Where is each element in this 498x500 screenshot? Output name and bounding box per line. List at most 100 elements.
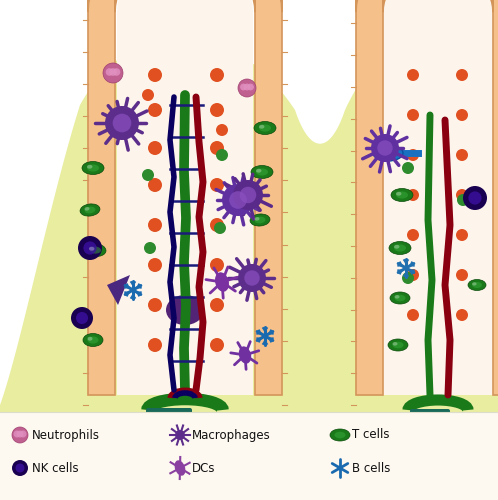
Circle shape [12, 460, 28, 476]
Ellipse shape [84, 244, 106, 256]
Circle shape [402, 272, 414, 284]
Circle shape [216, 149, 228, 161]
Circle shape [463, 186, 487, 210]
Circle shape [142, 89, 154, 101]
Ellipse shape [88, 336, 99, 344]
Circle shape [229, 191, 247, 209]
Ellipse shape [389, 242, 411, 254]
Circle shape [175, 430, 185, 440]
Ellipse shape [392, 342, 397, 345]
Circle shape [456, 269, 468, 281]
Circle shape [210, 338, 224, 352]
Ellipse shape [215, 272, 229, 291]
Circle shape [371, 134, 399, 162]
Circle shape [240, 186, 256, 203]
Circle shape [148, 218, 162, 232]
Circle shape [113, 68, 121, 76]
Ellipse shape [85, 206, 96, 214]
Ellipse shape [396, 192, 401, 196]
Circle shape [16, 430, 23, 438]
Polygon shape [356, 0, 498, 395]
Ellipse shape [392, 342, 403, 348]
Circle shape [402, 162, 414, 174]
Circle shape [210, 141, 224, 155]
Circle shape [238, 264, 266, 292]
Circle shape [456, 109, 468, 121]
Ellipse shape [82, 162, 104, 174]
Circle shape [407, 309, 419, 321]
Ellipse shape [256, 168, 268, 175]
Circle shape [210, 68, 224, 82]
Text: DCs: DCs [192, 462, 216, 474]
Circle shape [407, 109, 419, 121]
Circle shape [78, 236, 102, 260]
Ellipse shape [89, 246, 101, 254]
Circle shape [76, 312, 88, 324]
Circle shape [210, 298, 224, 312]
Ellipse shape [254, 122, 276, 134]
Circle shape [71, 307, 93, 329]
Ellipse shape [388, 339, 408, 351]
Ellipse shape [472, 282, 482, 288]
Circle shape [13, 430, 20, 438]
Circle shape [456, 189, 468, 201]
Ellipse shape [85, 207, 90, 210]
Circle shape [15, 464, 24, 472]
Circle shape [210, 258, 224, 272]
Circle shape [338, 466, 343, 470]
Circle shape [469, 192, 482, 204]
Ellipse shape [396, 192, 408, 198]
Ellipse shape [80, 204, 100, 216]
Circle shape [103, 63, 123, 83]
Ellipse shape [254, 217, 259, 220]
Ellipse shape [391, 188, 413, 202]
Ellipse shape [88, 337, 93, 340]
Ellipse shape [472, 282, 477, 286]
Text: T cells: T cells [352, 428, 389, 442]
Circle shape [83, 242, 97, 254]
Circle shape [262, 334, 267, 338]
Circle shape [12, 427, 28, 443]
Circle shape [216, 124, 228, 136]
Circle shape [106, 68, 114, 76]
Polygon shape [88, 0, 282, 395]
Polygon shape [0, 32, 498, 500]
Ellipse shape [394, 295, 399, 298]
Circle shape [244, 84, 250, 90]
Circle shape [105, 106, 139, 140]
Circle shape [407, 189, 419, 201]
FancyBboxPatch shape [146, 408, 192, 427]
Circle shape [240, 84, 247, 90]
Ellipse shape [250, 214, 270, 226]
Circle shape [148, 141, 162, 155]
Circle shape [214, 222, 226, 234]
Circle shape [456, 149, 468, 161]
Circle shape [142, 169, 154, 181]
Ellipse shape [335, 432, 346, 438]
Ellipse shape [394, 244, 399, 248]
Circle shape [19, 430, 26, 438]
Ellipse shape [259, 124, 264, 128]
Polygon shape [383, 0, 493, 395]
Circle shape [109, 68, 117, 76]
Ellipse shape [259, 124, 271, 132]
Circle shape [456, 69, 468, 81]
Bar [0, 412, 498, 500]
Ellipse shape [394, 244, 406, 252]
Ellipse shape [394, 294, 405, 302]
Ellipse shape [89, 246, 95, 250]
Ellipse shape [468, 280, 486, 290]
Circle shape [377, 140, 393, 156]
Ellipse shape [87, 164, 99, 172]
Circle shape [113, 114, 131, 132]
Circle shape [233, 180, 263, 210]
Circle shape [457, 194, 469, 206]
Circle shape [456, 309, 468, 321]
Ellipse shape [390, 292, 410, 304]
Text: Neutrophils: Neutrophils [32, 428, 100, 442]
Ellipse shape [239, 346, 251, 364]
Circle shape [245, 270, 259, 285]
Circle shape [238, 79, 256, 97]
Circle shape [148, 338, 162, 352]
Circle shape [148, 178, 162, 192]
